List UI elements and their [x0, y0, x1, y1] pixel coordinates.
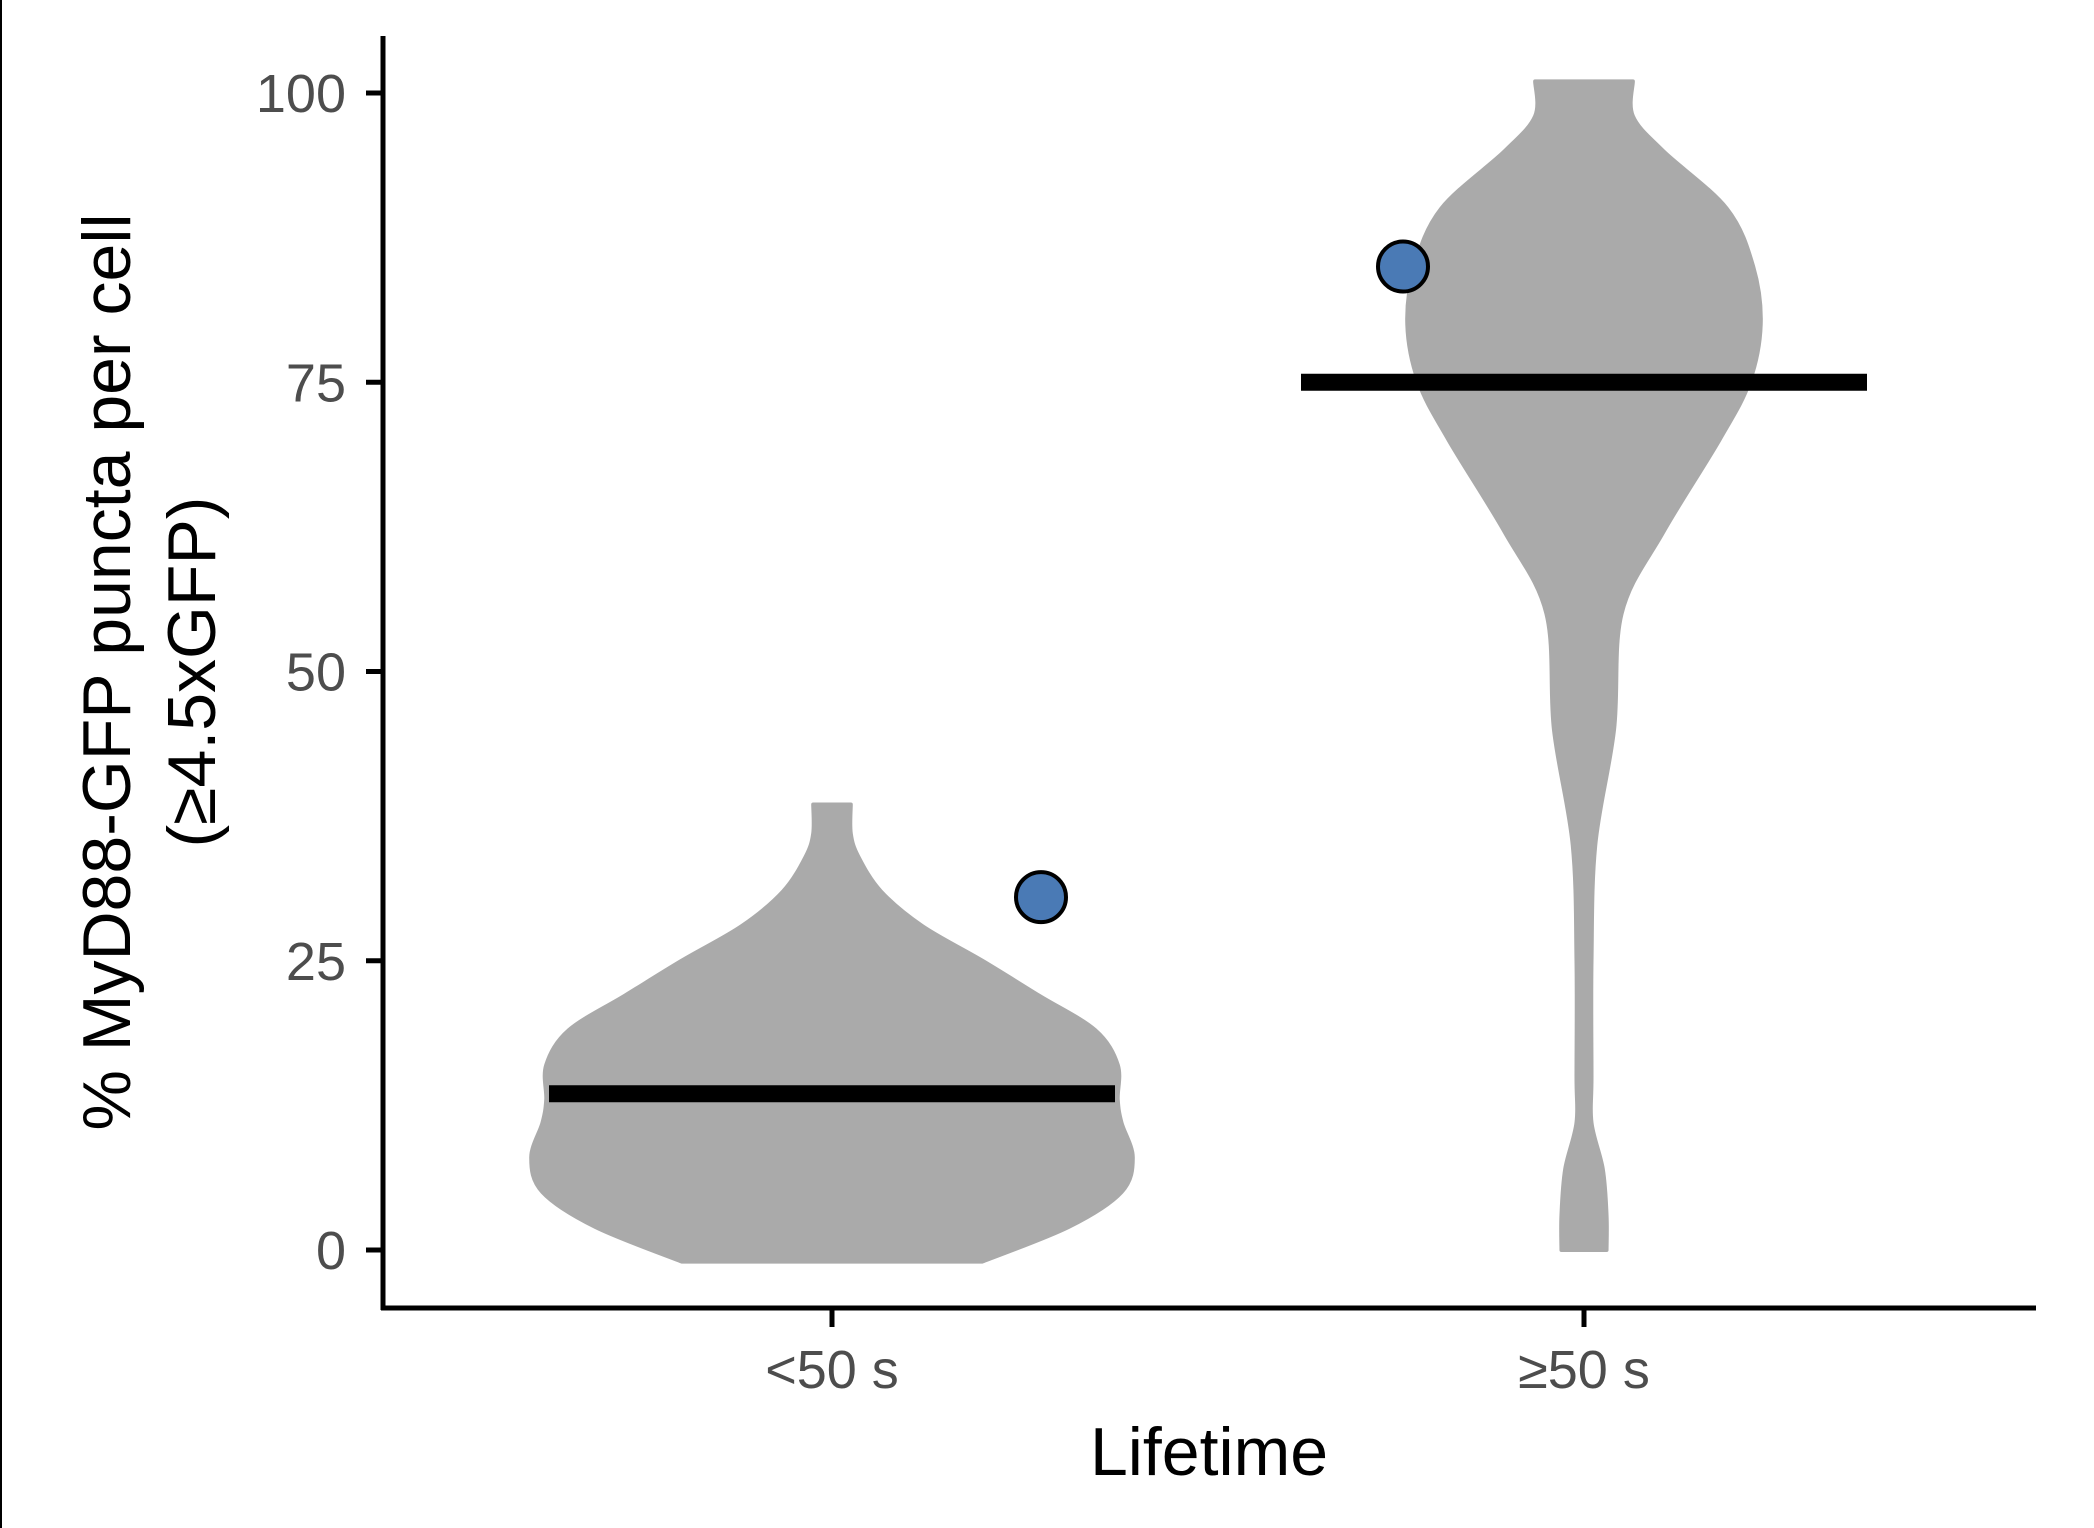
medians-layer	[549, 373, 1867, 1103]
violins-layer	[529, 79, 1763, 1264]
left-border-line	[0, 0, 2, 1528]
x-tick-label: <50 s	[765, 1340, 899, 1400]
y-axis-title: % MyD88-GFP puncta per cell (≥4.5xGFP)	[69, 213, 230, 1130]
data-point	[1014, 870, 1068, 925]
points-layer	[1014, 239, 1430, 925]
y-tick-label: 0	[316, 1221, 346, 1281]
x-ticks: <50 s ≥50 s	[765, 1310, 1650, 1400]
violin-shape	[529, 802, 1135, 1264]
y-tick-label: 100	[256, 64, 346, 124]
y-axis-title-line-2: (≥4.5xGFP)	[154, 497, 230, 848]
y-tick-label: 75	[286, 353, 346, 413]
y-tick-label: 50	[286, 643, 346, 703]
data-point	[1376, 239, 1430, 294]
violin-shape	[1405, 79, 1763, 1252]
x-tick-label: ≥50 s	[1518, 1340, 1650, 1400]
x-axis-title: Lifetime	[1090, 1414, 1328, 1490]
y-tick-label: 25	[286, 932, 346, 992]
y-ticks: 0 25 50 75 100	[256, 64, 383, 1281]
y-axis-title-line-1: % MyD88-GFP puncta per cell	[69, 213, 145, 1130]
